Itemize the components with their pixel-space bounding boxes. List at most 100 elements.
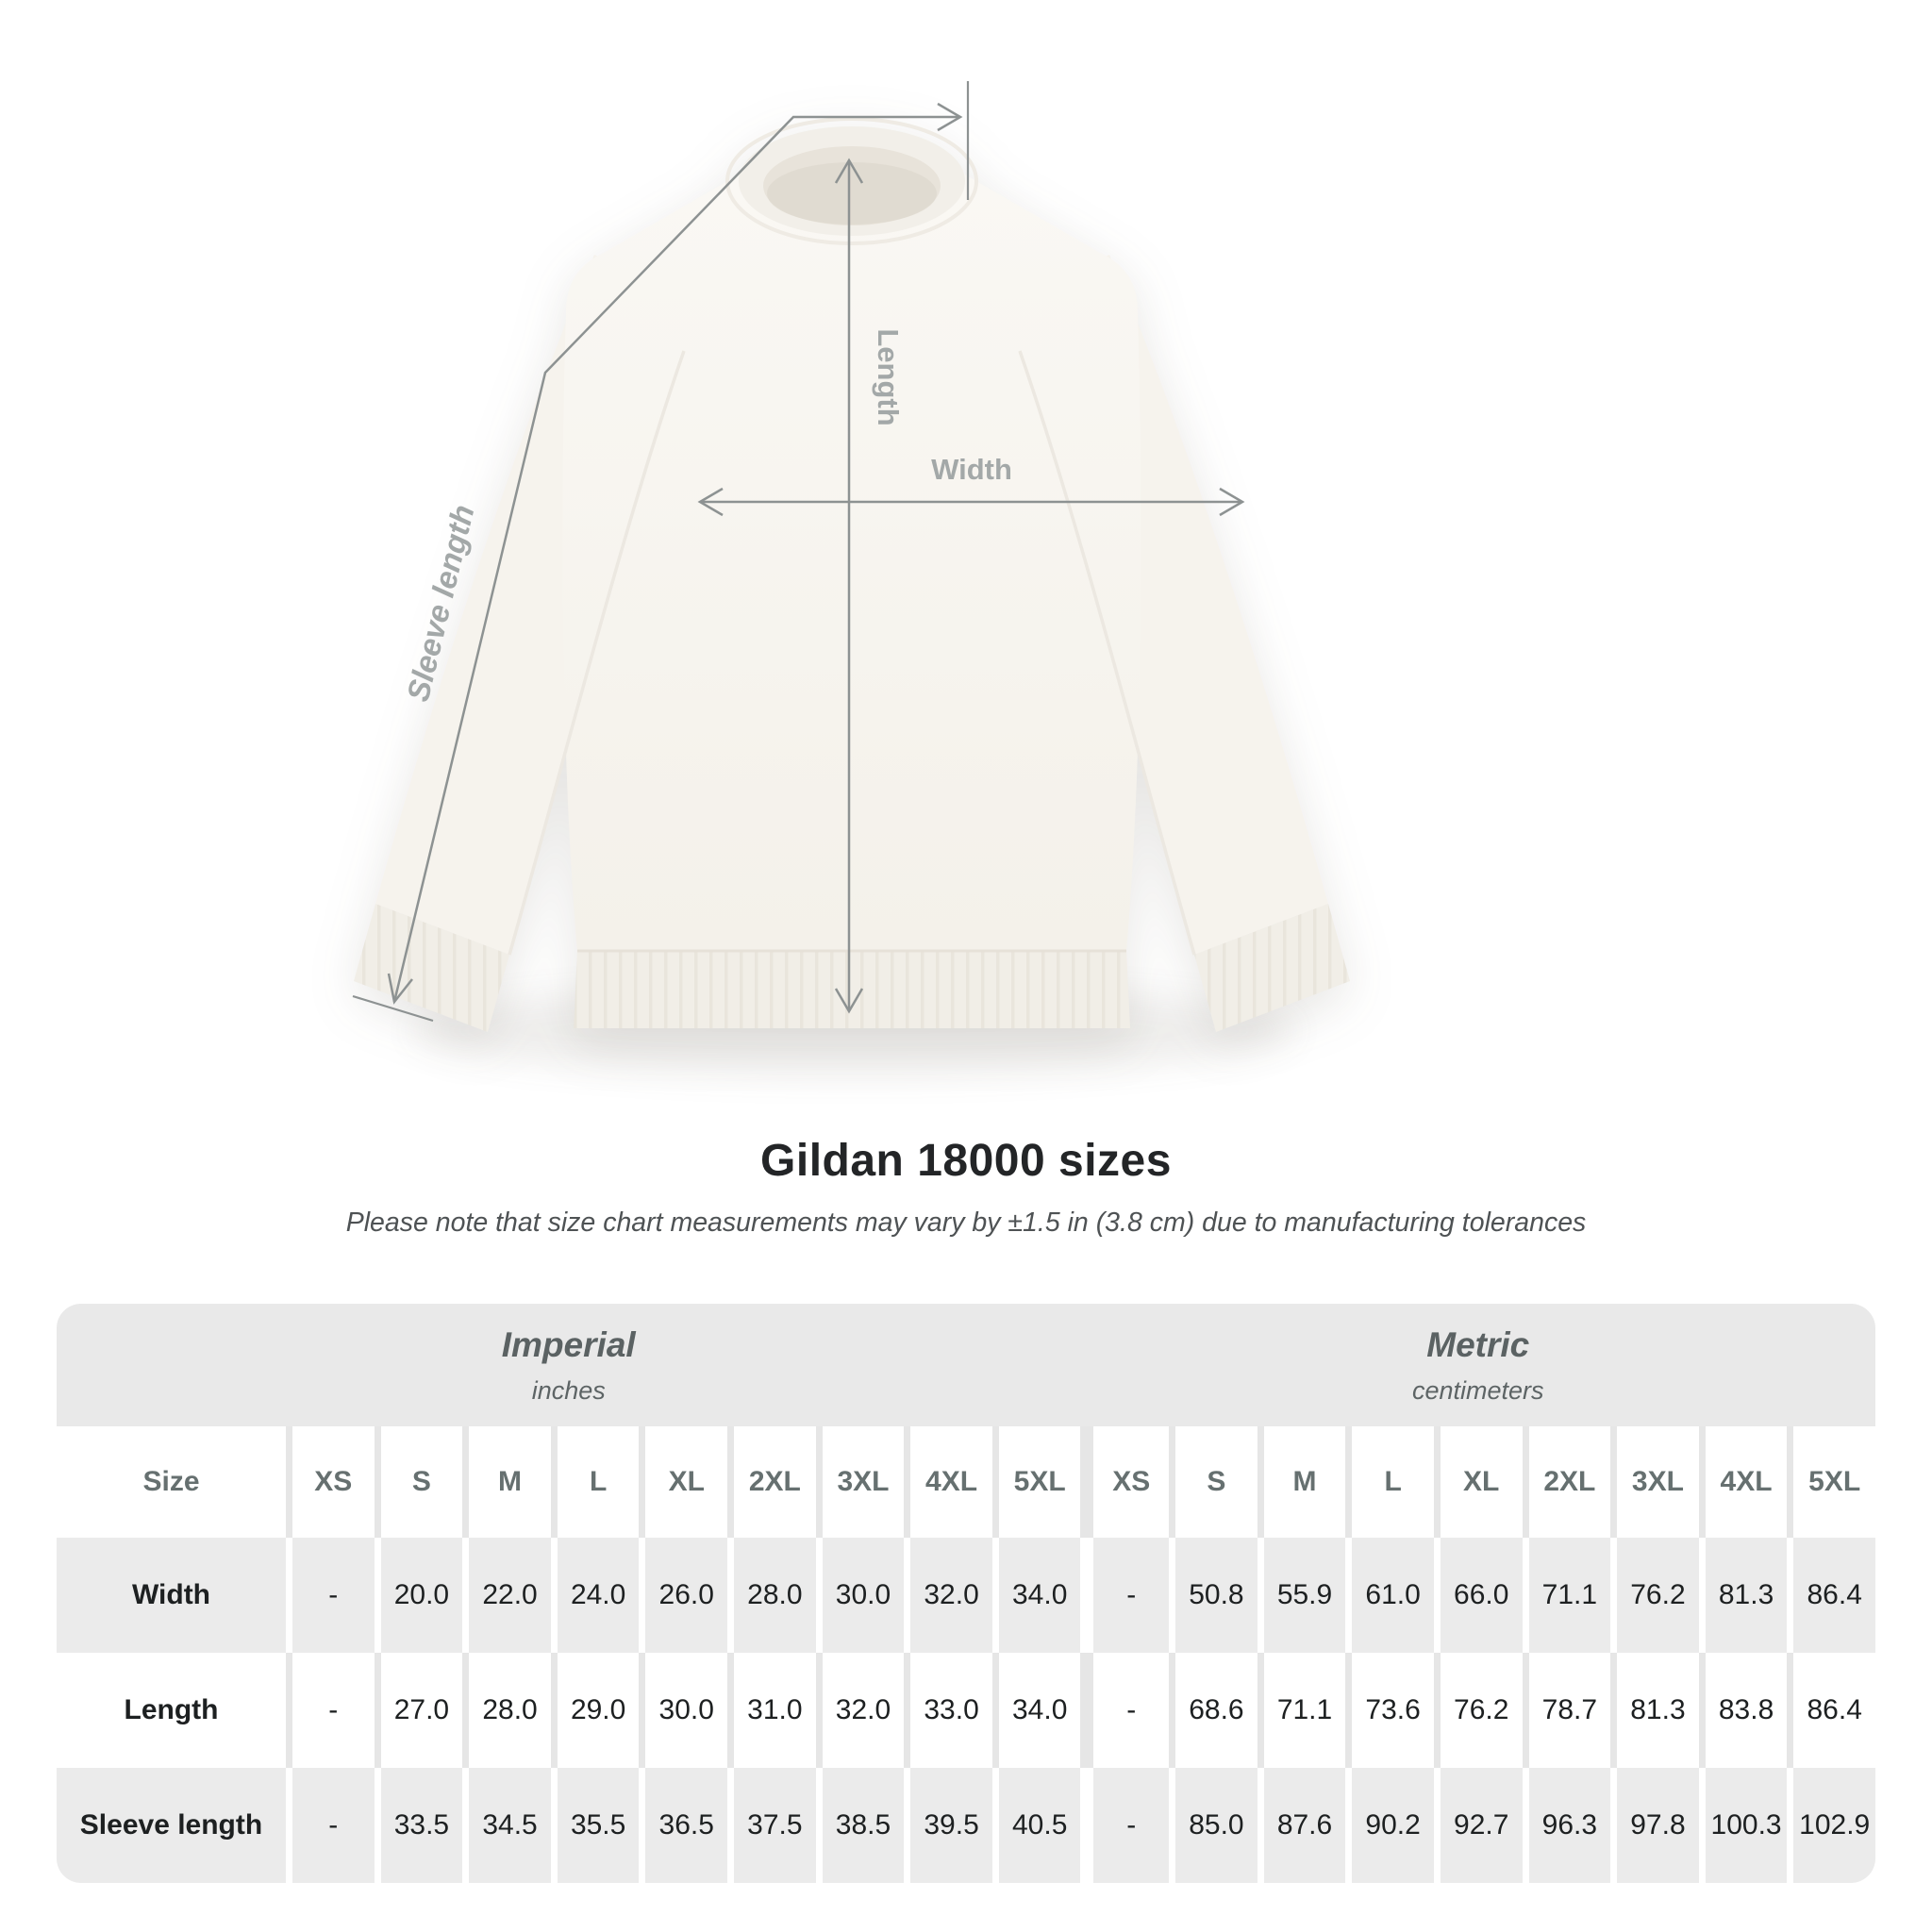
size-column-header: S bbox=[374, 1426, 463, 1538]
measurement-value-cell: - bbox=[1080, 1768, 1170, 1883]
measurement-value-cell: 34.0 bbox=[991, 1653, 1081, 1768]
width-label: Width bbox=[931, 453, 1012, 486]
measurement-value-cell: 102.9 bbox=[1787, 1768, 1875, 1883]
measurement-value-cell: 28.0 bbox=[462, 1653, 551, 1768]
unit-group-metric: Metric centimeters bbox=[1080, 1304, 1875, 1426]
width-arrowhead-left bbox=[697, 487, 724, 517]
size-column-header: XL bbox=[1433, 1426, 1523, 1538]
measurement-value-cell: 35.5 bbox=[550, 1768, 640, 1883]
size-column-header: 5XL bbox=[991, 1426, 1081, 1538]
size-column-header: 2XL bbox=[1522, 1426, 1611, 1538]
right-cuff bbox=[1194, 904, 1350, 1032]
measurement-value-cell: 34.0 bbox=[991, 1538, 1081, 1653]
measurement-value-cell: 76.2 bbox=[1433, 1653, 1523, 1768]
measurement-row-label: Length bbox=[57, 1653, 286, 1768]
left-cuff bbox=[354, 904, 509, 1032]
measurement-value-cell: 30.0 bbox=[815, 1538, 905, 1653]
size-column-header: 4XL bbox=[1698, 1426, 1788, 1538]
measurement-value-cell: 66.0 bbox=[1433, 1538, 1523, 1653]
measurement-value-cell: 34.5 bbox=[462, 1768, 551, 1883]
measurement-value-cell: - bbox=[1080, 1538, 1170, 1653]
measurement-value-cell: 32.0 bbox=[904, 1538, 992, 1653]
measurement-value-cell: 85.0 bbox=[1169, 1768, 1257, 1883]
length-label: Length bbox=[872, 328, 905, 425]
size-table: Imperial inches Metric centimeters Size … bbox=[57, 1304, 1875, 1883]
length-arrowhead-bottom bbox=[834, 988, 864, 1014]
imperial-group-unit: inches bbox=[531, 1375, 606, 1405]
measurement-value-cell: 32.0 bbox=[815, 1653, 905, 1768]
measurement-value-cell: 71.1 bbox=[1522, 1538, 1611, 1653]
measurement-value-cell: - bbox=[286, 1768, 375, 1883]
measurement-value-cell: 81.3 bbox=[1610, 1653, 1699, 1768]
measurement-value-cell: 90.2 bbox=[1345, 1768, 1434, 1883]
sweatshirt-measurement-figure: Width Length Sleeve length bbox=[352, 81, 1350, 1075]
measurement-value-cell: - bbox=[286, 1538, 375, 1653]
measurement-value-cell: 97.8 bbox=[1610, 1768, 1699, 1883]
measurement-value-cell: 33.0 bbox=[904, 1653, 992, 1768]
size-column-header: 3XL bbox=[1610, 1426, 1699, 1538]
measurement-value-cell: 86.4 bbox=[1787, 1538, 1875, 1653]
measurement-value-cell: 29.0 bbox=[550, 1653, 640, 1768]
size-column-header: XS bbox=[286, 1426, 375, 1538]
table-row-width: Width - 20.0 22.0 24.0 26.0 28.0 30.0 32… bbox=[57, 1538, 1875, 1653]
imperial-group-name: Imperial bbox=[501, 1324, 636, 1364]
measurement-value-cell: 78.7 bbox=[1522, 1653, 1611, 1768]
collar-outer bbox=[725, 117, 978, 245]
size-column-header: 4XL bbox=[904, 1426, 992, 1538]
cuff-tick bbox=[352, 994, 434, 1023]
measurement-value-cell: 26.0 bbox=[639, 1538, 728, 1653]
sleeve-arrowhead-cuff bbox=[387, 973, 413, 1005]
table-row-sleeve-length: Sleeve length - 33.5 34.5 35.5 36.5 37.5… bbox=[57, 1768, 1875, 1883]
sleeve-length-line bbox=[392, 115, 960, 1003]
table-row-length: Length - 27.0 28.0 29.0 30.0 31.0 32.0 3… bbox=[57, 1653, 1875, 1768]
measurement-value-cell: 22.0 bbox=[462, 1538, 551, 1653]
measurement-value-cell: 81.3 bbox=[1698, 1538, 1788, 1653]
width-arrowhead-right bbox=[1219, 487, 1245, 517]
size-column-header: XS bbox=[1080, 1426, 1170, 1538]
measurement-value-cell: 33.5 bbox=[374, 1768, 463, 1883]
unit-band-row: Imperial inches Metric centimeters bbox=[57, 1304, 1875, 1426]
measurement-value-cell: - bbox=[1080, 1653, 1170, 1768]
measurement-value-cell: 20.0 bbox=[374, 1538, 463, 1653]
measurement-value-cell: 86.4 bbox=[1787, 1653, 1875, 1768]
measurement-value-cell: 31.0 bbox=[727, 1653, 816, 1768]
metric-group-unit: centimeters bbox=[1411, 1375, 1544, 1405]
measurement-value-cell: 83.8 bbox=[1698, 1653, 1788, 1768]
measurement-value-cell: 55.9 bbox=[1257, 1538, 1346, 1653]
measurement-value-cell: 37.5 bbox=[727, 1768, 816, 1883]
length-arrowhead-top bbox=[834, 158, 864, 184]
measurement-row-label: Sleeve length bbox=[57, 1768, 286, 1883]
metric-group-name: Metric bbox=[1426, 1324, 1530, 1364]
sweatshirt-illustration bbox=[354, 117, 1350, 1032]
size-column-header: L bbox=[550, 1426, 640, 1538]
size-column-header: 5XL bbox=[1787, 1426, 1875, 1538]
measurement-value-cell: 24.0 bbox=[550, 1538, 640, 1653]
measurement-value-cell: 68.6 bbox=[1169, 1653, 1257, 1768]
measurement-value-cell: 92.7 bbox=[1433, 1768, 1523, 1883]
measurement-value-cell: 87.6 bbox=[1257, 1768, 1346, 1883]
measurement-value-cell: 50.8 bbox=[1169, 1538, 1257, 1653]
measurement-value-cell: 30.0 bbox=[639, 1653, 728, 1768]
measurement-value-cell: 28.0 bbox=[727, 1538, 816, 1653]
page-title: Gildan 18000 sizes bbox=[760, 1136, 1172, 1186]
measurement-value-cell: - bbox=[286, 1653, 375, 1768]
size-header-label: Size bbox=[57, 1426, 286, 1538]
measurement-value-cell: 61.0 bbox=[1345, 1538, 1434, 1653]
left-seam bbox=[508, 350, 686, 956]
torso bbox=[562, 154, 1141, 951]
measurement-value-cell: 38.5 bbox=[815, 1768, 905, 1883]
size-column-header: L bbox=[1345, 1426, 1434, 1538]
size-column-header: XL bbox=[639, 1426, 728, 1538]
hem-band bbox=[574, 951, 1130, 1028]
measurement-value-cell: 96.3 bbox=[1522, 1768, 1611, 1883]
right-seam bbox=[1018, 350, 1196, 956]
collar-inner-shadow bbox=[767, 162, 937, 225]
measurement-value-cell: 39.5 bbox=[904, 1768, 992, 1883]
unit-group-imperial: Imperial inches bbox=[57, 1304, 1081, 1426]
measurement-value-cell: 40.5 bbox=[991, 1768, 1081, 1883]
size-column-header: M bbox=[462, 1426, 551, 1538]
size-header-row: Size XS S M L XL 2XL 3XL 4XL 5XL XS S M … bbox=[57, 1426, 1875, 1538]
size-column-header: S bbox=[1169, 1426, 1257, 1538]
size-column-header: 2XL bbox=[727, 1426, 816, 1538]
